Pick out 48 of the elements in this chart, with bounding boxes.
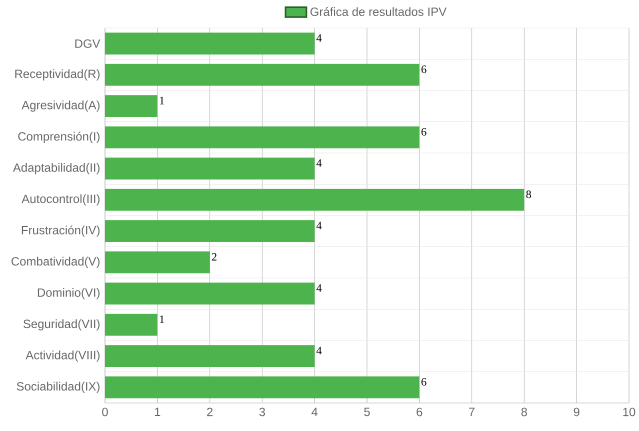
x-tick-label: 6 xyxy=(416,408,422,416)
x-tick-label: 9 xyxy=(574,408,580,416)
y-tick-label: Sociabilidad(IX) xyxy=(16,382,100,393)
y-tick-label: Autocontrol(III) xyxy=(22,194,100,206)
bar xyxy=(105,345,315,368)
x-tick-label: 2 xyxy=(207,408,213,416)
x-tick-label: 1 xyxy=(154,408,160,416)
data-label: 1 xyxy=(160,316,164,324)
y-tick-label: Actividad(VIII) xyxy=(26,350,100,362)
bar xyxy=(105,251,210,274)
y-tick-label: Receptividad(R) xyxy=(15,69,100,80)
y-tick-label: Seguridad(VII) xyxy=(23,319,100,330)
bar xyxy=(105,188,524,211)
y-tick-label: Comprensión(I) xyxy=(18,132,100,144)
data-label: 4 xyxy=(316,159,322,167)
x-tick-label: 3 xyxy=(259,408,266,416)
x-tick-label: 4 xyxy=(312,408,318,416)
x-tick-label: 5 xyxy=(364,408,370,416)
data-label: 1 xyxy=(160,96,164,104)
data-label: 2 xyxy=(212,253,216,261)
data-label: 4 xyxy=(316,284,322,292)
bar xyxy=(105,158,315,180)
data-label: 6 xyxy=(421,378,426,386)
bar xyxy=(105,220,315,242)
bar xyxy=(105,282,315,305)
x-tick-label: 8 xyxy=(521,408,528,416)
y-tick-label: Adaptabilidad(II) xyxy=(12,163,100,174)
x-tick-label: 7 xyxy=(469,408,475,416)
data-label: 4 xyxy=(316,346,322,354)
bar xyxy=(105,314,158,336)
bar xyxy=(105,95,158,118)
bar xyxy=(105,32,315,55)
bar xyxy=(105,376,420,398)
y-tick-label: DGV xyxy=(75,39,100,48)
data-label: 8 xyxy=(526,190,532,198)
x-tick-label: 0 xyxy=(102,408,108,416)
bar xyxy=(105,64,420,86)
data-label: 6 xyxy=(421,128,426,136)
data-label: 4 xyxy=(316,222,322,230)
y-tick-label: Agresividad(A) xyxy=(22,100,100,112)
x-tick-label: 10 xyxy=(623,408,636,416)
bar xyxy=(105,126,420,148)
legend-label: Gráfica de resultados IPV xyxy=(310,7,447,16)
y-tick-label: Combatividad(V) xyxy=(12,256,100,268)
y-tick-label: Frustración(IV) xyxy=(22,225,100,237)
data-label: 6 xyxy=(421,66,426,74)
data-label: 4 xyxy=(316,34,322,42)
y-tick-label: Dominio(VI) xyxy=(38,288,100,300)
